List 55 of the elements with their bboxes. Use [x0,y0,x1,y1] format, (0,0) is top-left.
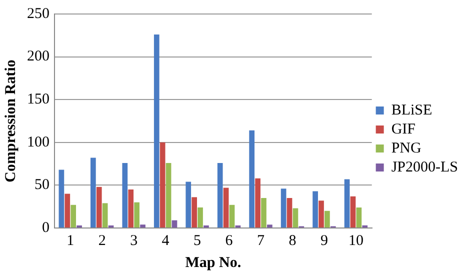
bar [140,224,146,228]
x-tick-label: 6 [225,232,234,249]
y-axis-title: Compression Ratio [2,60,19,182]
x-axis-title: Map No. [185,254,242,271]
bar [261,198,266,228]
bar [229,204,235,228]
legend-label: PNG [391,140,422,156]
bar [128,189,134,228]
bar [90,158,96,228]
x-tick-label: 8 [288,232,296,249]
bar [192,197,197,228]
legend-label: GIF [391,121,416,138]
y-tick-label: 50 [34,177,50,194]
bar [267,224,272,228]
bar [58,170,64,228]
bar [344,179,350,228]
bar [160,142,166,228]
bar [350,196,356,228]
bar [96,186,102,228]
bar [186,182,192,228]
bar [102,203,108,228]
legend-label: BLiSE [391,102,432,118]
bar [312,191,318,228]
bar [249,130,255,228]
bar [292,208,298,228]
bar [172,220,178,228]
bar [217,162,223,228]
y-tick-label: 150 [27,92,50,108]
x-tick-label: 4 [162,232,170,249]
x-tick-label: 2 [98,232,106,249]
y-tick-label: 100 [27,134,50,150]
x-tick-label: 5 [194,232,202,249]
bar [324,210,330,228]
y-tick-label: 0 [42,220,50,236]
y-tick-label: 250 [27,6,50,22]
bar [166,162,172,228]
x-tick-label: 3 [130,232,138,249]
bar [70,204,76,228]
x-tick-label: 7 [257,232,266,249]
y-tick-label: 200 [27,48,50,65]
x-tick-label: 1 [66,232,74,249]
x-tick-label: 9 [320,232,328,249]
bar [154,34,160,228]
bar [255,178,260,228]
x-tick-label: 10 [348,232,364,249]
bar [64,194,70,228]
bar [356,207,362,228]
bar [318,200,324,228]
bar [122,162,128,228]
bar [280,188,286,228]
bar [286,198,292,228]
bar [198,207,203,228]
bar [223,188,229,228]
bar [134,202,140,228]
legend-label: JP2000-LS [391,159,458,176]
